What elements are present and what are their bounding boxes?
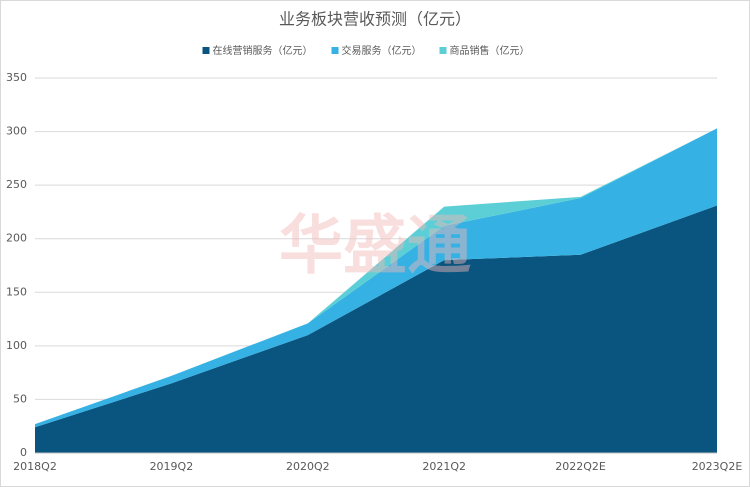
x-tick-label: 2020Q2 bbox=[286, 460, 330, 473]
labels: 0 50 100 150 200 250 300 350 2018Q2 2019Q2 2020Q2 2… bbox=[6, 44, 742, 473]
legend-swatch bbox=[439, 47, 447, 54]
y-tick-label: 0 bbox=[20, 446, 27, 459]
y-tick-label: 300 bbox=[6, 125, 27, 138]
x-tick-label: 2018Q2 bbox=[13, 460, 57, 473]
y-tick-label: 100 bbox=[6, 339, 27, 352]
y-tick-label: 250 bbox=[6, 178, 27, 191]
x-tick-label: 2021Q2 bbox=[422, 460, 466, 473]
x-tick-label: 2019Q2 bbox=[150, 460, 194, 473]
x-tick-label: 2023Q2E bbox=[692, 460, 743, 473]
chart-title: 业务板块营收预测（亿元） bbox=[279, 10, 471, 29]
legend-label: 交易服务（亿元） bbox=[342, 44, 422, 57]
x-tick-label: 2022Q2E bbox=[555, 460, 606, 473]
area bbox=[35, 128, 717, 428]
legend-label: 商品销售（亿元） bbox=[450, 44, 530, 57]
area bbox=[35, 205, 717, 453]
area bbox=[35, 128, 717, 425]
areas bbox=[35, 128, 717, 454]
y-tick-label: 350 bbox=[6, 71, 27, 84]
watermark: 华盛通 bbox=[279, 210, 471, 284]
y-tick-label: 200 bbox=[6, 232, 27, 245]
legend-label: 在线营销服务（亿元） bbox=[213, 44, 313, 57]
legend-swatch bbox=[331, 47, 339, 54]
y-tick-label: 50 bbox=[13, 392, 27, 405]
y-tick-label: 150 bbox=[6, 285, 27, 298]
legend-swatch bbox=[202, 47, 210, 54]
